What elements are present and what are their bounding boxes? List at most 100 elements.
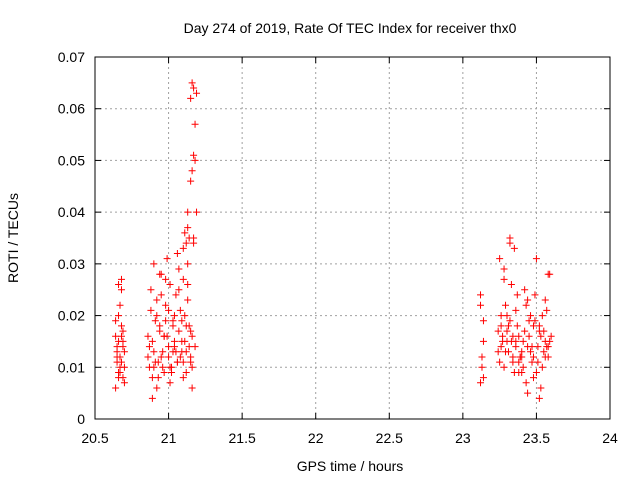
data-point xyxy=(494,327,502,335)
data-point xyxy=(538,312,546,320)
data-point xyxy=(522,301,530,309)
data-point xyxy=(117,275,125,283)
data-point xyxy=(477,301,485,309)
x-tick-label: 21.5 xyxy=(229,430,256,446)
data-point xyxy=(516,353,524,361)
data-point xyxy=(113,358,121,366)
data-point xyxy=(535,394,543,402)
data-point xyxy=(190,84,198,92)
y-tick-label: 0.01 xyxy=(58,359,85,375)
data-point xyxy=(497,343,505,351)
data-point xyxy=(540,348,548,356)
data-point xyxy=(145,343,153,351)
data-point xyxy=(509,332,517,340)
data-point xyxy=(193,208,201,216)
data-point xyxy=(159,363,167,371)
x-tick-label: 20.5 xyxy=(81,430,108,446)
data-point xyxy=(176,306,184,314)
plot-frame xyxy=(94,56,611,420)
data-point xyxy=(479,374,487,382)
data-point xyxy=(546,270,554,278)
data-point xyxy=(500,275,508,283)
data-point xyxy=(527,348,535,356)
data-point xyxy=(525,317,533,325)
data-point xyxy=(153,384,161,392)
data-point xyxy=(190,151,198,159)
data-point xyxy=(165,343,173,351)
data-point xyxy=(502,348,510,356)
x-tick-label: 21 xyxy=(161,430,177,446)
data-point xyxy=(477,379,485,387)
data-point xyxy=(529,374,537,382)
data-point xyxy=(532,255,540,263)
data-point xyxy=(148,394,156,402)
data-point xyxy=(519,363,527,371)
data-point xyxy=(497,312,505,320)
data-point xyxy=(175,327,183,335)
data-point xyxy=(515,368,523,376)
data-point xyxy=(116,353,124,361)
data-point xyxy=(478,353,486,361)
data-point xyxy=(115,368,123,376)
y-tick-label: 0.07 xyxy=(58,49,85,65)
x-tick-label: 22 xyxy=(308,430,324,446)
data-point xyxy=(179,275,187,283)
data-point xyxy=(187,327,195,335)
data-point xyxy=(112,332,120,340)
data-point xyxy=(187,358,195,366)
data-point xyxy=(162,301,170,309)
data-point xyxy=(503,312,511,320)
data-point xyxy=(527,312,535,320)
data-point xyxy=(113,348,121,356)
data-point xyxy=(179,244,187,252)
data-point xyxy=(512,306,520,314)
data-point xyxy=(162,317,170,325)
data-point xyxy=(509,353,517,361)
data-point xyxy=(513,291,521,299)
data-point xyxy=(521,327,529,335)
data-point xyxy=(175,286,183,294)
data-point xyxy=(169,348,177,356)
data-point xyxy=(184,281,192,289)
data-point xyxy=(187,94,195,102)
data-point xyxy=(165,353,173,361)
data-point xyxy=(188,79,196,87)
x-tick-label: 23 xyxy=(455,430,471,446)
data-point xyxy=(478,363,486,371)
data-point xyxy=(115,281,123,289)
data-point xyxy=(528,358,536,366)
data-point xyxy=(506,234,514,242)
data-point xyxy=(159,348,167,356)
data-point xyxy=(117,332,125,340)
data-point xyxy=(540,327,548,335)
data-point xyxy=(120,348,128,356)
data-point xyxy=(529,353,537,361)
data-point xyxy=(534,343,542,351)
data-point xyxy=(166,281,174,289)
data-point xyxy=(191,156,199,164)
data-point xyxy=(153,296,161,304)
data-point xyxy=(160,332,168,340)
data-point xyxy=(166,379,174,387)
data-point xyxy=(531,317,539,325)
x-tick-label: 22.5 xyxy=(376,430,403,446)
data-point xyxy=(150,260,158,268)
data-point xyxy=(175,265,183,273)
data-point xyxy=(163,255,171,263)
data-point xyxy=(182,348,190,356)
data-point xyxy=(521,286,529,294)
data-point xyxy=(496,358,504,366)
data-point xyxy=(479,317,487,325)
data-point xyxy=(525,332,533,340)
data-point xyxy=(157,291,165,299)
data-point xyxy=(502,301,510,309)
data-point xyxy=(115,312,123,320)
data-point xyxy=(546,337,554,345)
data-point xyxy=(156,327,164,335)
data-point xyxy=(529,322,537,330)
data-point xyxy=(160,368,168,376)
data-point xyxy=(541,296,549,304)
data-point xyxy=(120,379,128,387)
data-point xyxy=(524,296,532,304)
data-point xyxy=(119,343,127,351)
